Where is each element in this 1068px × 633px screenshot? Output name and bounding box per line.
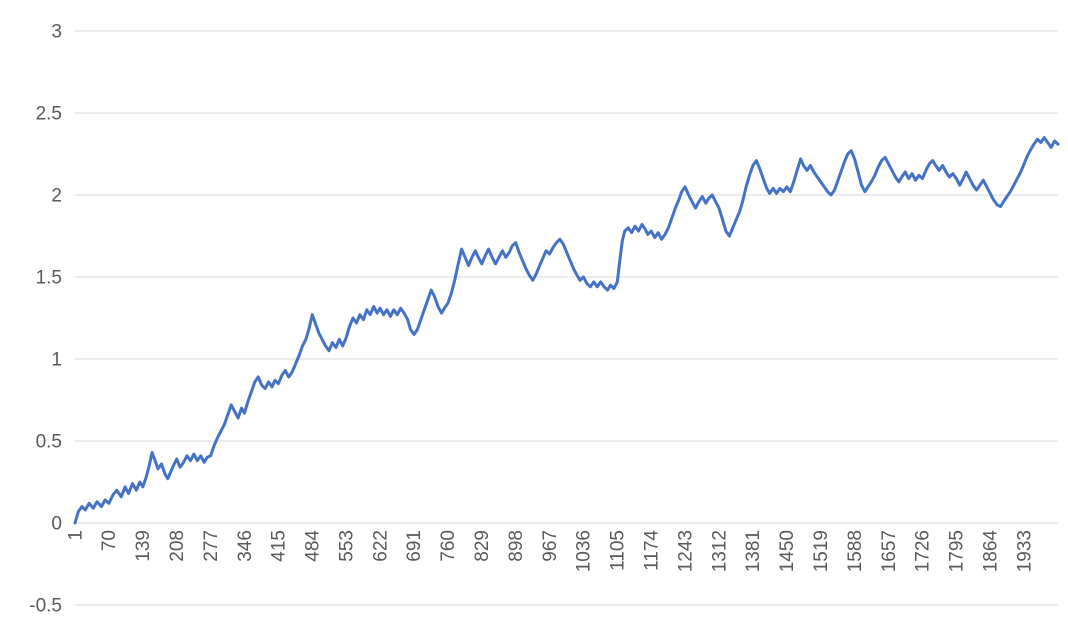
x-tick-label: 691 [404,530,425,562]
x-tick-label: 139 [133,530,154,562]
y-tick-label: -0.5 [29,595,62,616]
x-tick-label: 1864 [980,530,1001,573]
x-tick-label: 1795 [947,530,968,572]
data-series-line [73,136,1060,525]
x-tick-label: 1381 [743,530,764,572]
x-tick-label: 898 [506,530,527,562]
x-tick-label: 622 [370,530,391,562]
x-tick-label: 277 [201,530,222,562]
x-tick-label: 1036 [574,530,595,572]
x-tick-label: 1243 [675,530,696,572]
x-tick-label: 553 [336,530,357,562]
x-tick-label: 70 [99,530,120,551]
y-tick-label: 0 [51,513,62,534]
x-tick-label: 415 [269,530,290,562]
x-tick-label: 760 [438,530,459,562]
x-tick-label: 829 [472,530,493,562]
y-tick-label: 1.5 [36,267,62,288]
y-tick-label: 2.5 [36,103,62,124]
y-tick-label: 1 [51,349,62,370]
x-tick-label: 1933 [1014,530,1035,572]
x-tick-label: 1105 [608,530,629,571]
x-tick-label: 1 [65,530,86,541]
x-tick-label: 967 [540,530,561,562]
x-tick-label: 484 [303,530,324,562]
x-tick-label: 1174 [642,530,663,571]
y-tick-label: 2 [51,185,62,206]
y-tick-label: 0.5 [36,431,62,452]
x-tick-label: 1657 [879,530,900,572]
x-tick-label: 1726 [913,530,934,572]
x-tick-label: 1450 [777,530,798,572]
x-tick-label: 208 [167,530,188,562]
x-tick-label: 346 [235,530,256,562]
x-tick-label: 1312 [709,530,730,572]
x-tick-label: 1588 [845,530,866,572]
x-tick-label: 1519 [811,530,832,572]
y-tick-label: 3 [51,21,62,42]
